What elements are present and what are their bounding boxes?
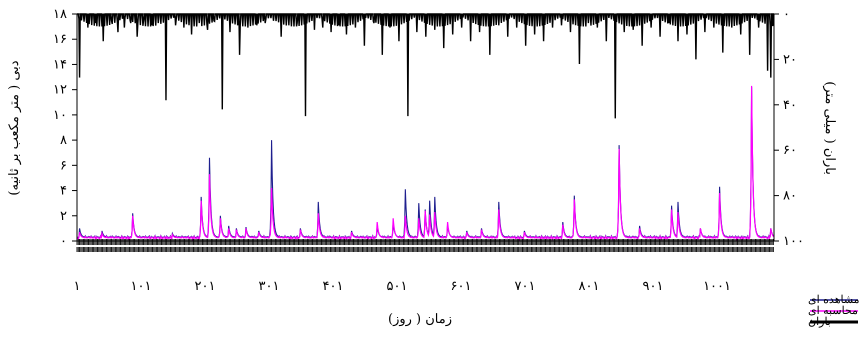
- left-axis: ۰ ۲ ۴ ۶ ۸ ۱۰ ۱۲ ۱۴ ۱۶ ۱۸: [53, 7, 77, 249]
- legend-label-rain: باران: [808, 315, 831, 328]
- x-axis-tick-label: ۸۰۱: [579, 279, 600, 294]
- x-axis-tick-label: ۱: [74, 279, 81, 294]
- plot-frame: [76, 13, 775, 242]
- x-axis-tick-label: ۲۰۱: [195, 279, 216, 294]
- daily-marker-band: [76, 239, 774, 245]
- x-axis-tick-label: ۴۰۱: [323, 279, 344, 294]
- left-axis-tick-label: ۴: [60, 184, 67, 199]
- right-axis-tick-label: ۴۰: [783, 98, 797, 113]
- left-axis-tick-label: ۱۰: [53, 108, 67, 123]
- x-axis-tick-label: ۱۰۰۱: [703, 279, 731, 294]
- left-axis-tick-label: ۶: [60, 158, 67, 173]
- left-axis-title: دبی ( متر مکعب بر ثانیه): [7, 60, 22, 195]
- x-axis-tick-label: ۹۰۱: [643, 279, 664, 294]
- left-axis-tick-label: ۱۶: [53, 32, 67, 47]
- legend: دبی مشاهده ای دبی محاسبه ای باران: [808, 293, 860, 328]
- rain-line: [77, 13, 775, 119]
- right-axis-tick-label: ۶۰: [783, 143, 797, 158]
- left-axis-tick-label: ۸: [60, 133, 67, 148]
- legend-label-observed: دبی مشاهده ای: [808, 293, 860, 306]
- x-axis-tick-label: ۷۰۱: [515, 279, 536, 294]
- x-axis-tick-label: ۱۰۱: [131, 279, 152, 294]
- left-axis-tick-label: ۱۲: [53, 83, 67, 98]
- left-axis-tick-label: ۲: [60, 209, 67, 224]
- left-axis-tick-label: ۰: [60, 234, 67, 249]
- right-axis-tick-label: ۸۰: [783, 189, 797, 204]
- x-axis-tick-label: ۶۰۱: [451, 279, 472, 294]
- computed-discharge-line: [76, 85, 775, 242]
- x-axis: ۱ ۱۰۱ ۲۰۱ ۳۰۱ ۴۰۱ ۵۰۱ ۶۰۱ ۷۰۱ ۸۰۱ ۹۰۱ ۱۰۰۱: [74, 247, 774, 294]
- x-axis-tick-label: ۳۰۱: [259, 279, 280, 294]
- right-axis-tick-label: ۲۰: [783, 52, 797, 67]
- right-axis-tick-label: ۰: [783, 7, 790, 22]
- left-axis-tick-label: ۱۴: [53, 57, 67, 72]
- plot-lines: [76, 13, 775, 245]
- right-axis-title: باران ( میلی متر): [822, 81, 837, 175]
- left-axis-tick-label: ۱۸: [53, 7, 67, 22]
- x-axis-title: زمان ( روز): [388, 312, 452, 327]
- legend-label-computed: دبی محاسبه ای: [808, 304, 860, 317]
- x-axis-tick-label: ۵۰۱: [387, 279, 408, 294]
- right-axis: ۰ ۲۰ ۴۰ ۶۰ ۸۰ ۱۰۰: [774, 7, 804, 249]
- right-axis-tick-label: ۱۰۰: [783, 234, 804, 249]
- x-axis-day-ticks: [76, 247, 774, 252]
